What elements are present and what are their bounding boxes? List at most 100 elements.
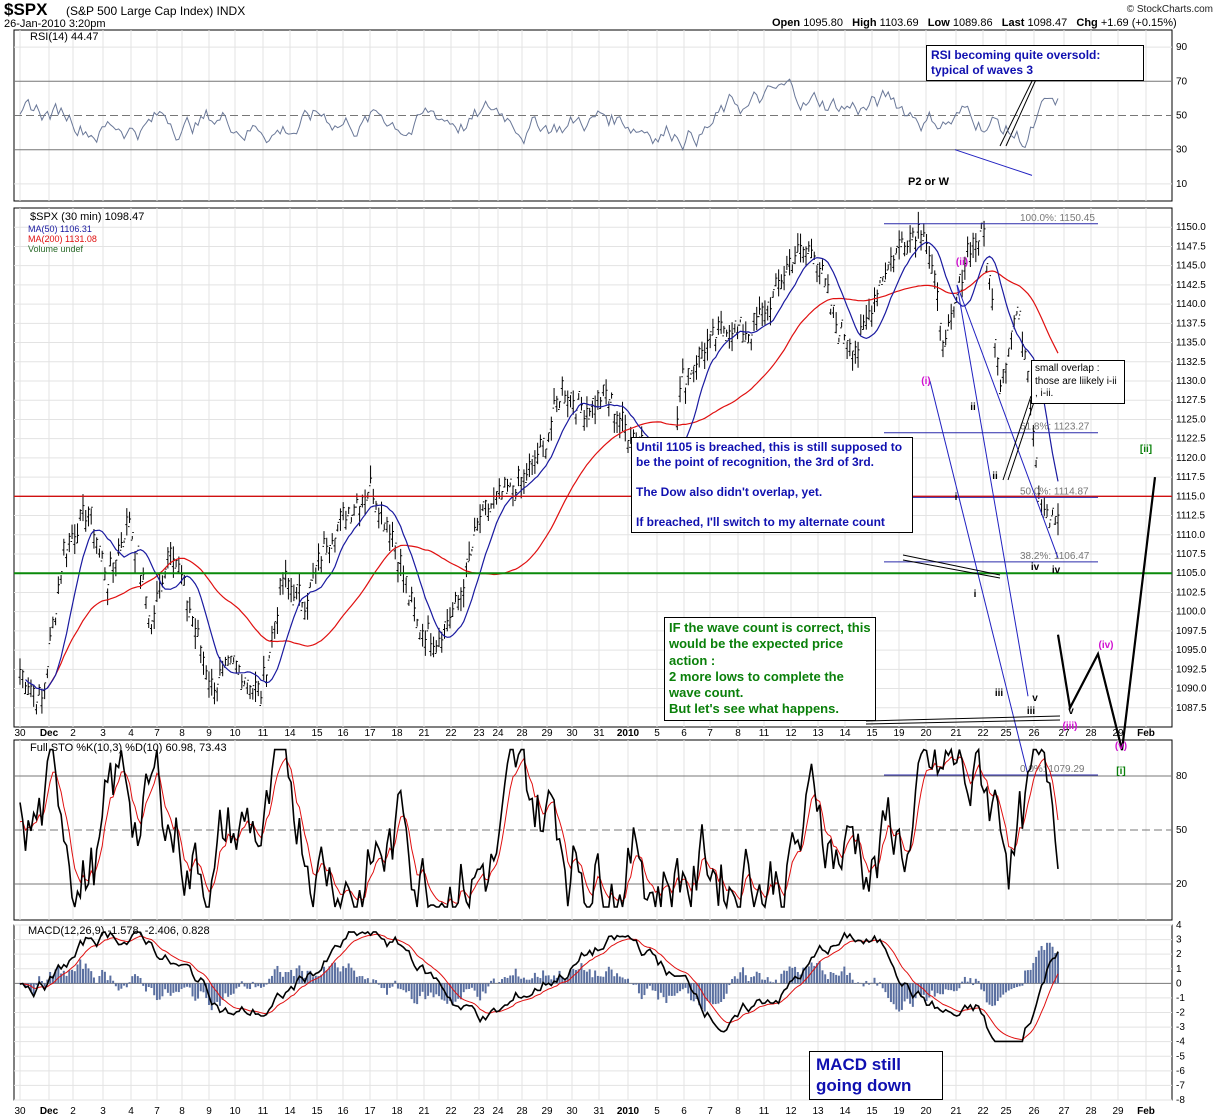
x-tick-label-top: 21 [950, 728, 962, 739]
x-tick-label-bottom: 20 [920, 1106, 932, 1117]
x-tick-label-top: 12 [785, 728, 797, 739]
price-bar [757, 296, 761, 318]
price-bar [727, 324, 731, 349]
price-bar [771, 289, 775, 298]
sto-d-line [19, 756, 1059, 905]
rsi-note-pointer-b [1005, 74, 1039, 147]
price-bar [853, 340, 857, 364]
price-axis-tick-label: 1130.0 [1176, 376, 1206, 387]
price-bar [229, 655, 233, 665]
volume-legend: Volume undef [28, 244, 84, 254]
price-bar [831, 304, 835, 319]
price-bar [196, 619, 200, 638]
price-bar [946, 314, 950, 331]
price-bar [125, 508, 129, 536]
chart-description: (S&P 500 Large Cap Index) INDX [66, 4, 246, 18]
price-bar [829, 304, 833, 315]
x-tick-label-top: 24 [492, 728, 504, 739]
x-tick-label-bottom: 17 [364, 1106, 376, 1117]
price-bar [1018, 310, 1022, 320]
price-bar [451, 602, 455, 618]
rsi-axis-tick-label: 70 [1176, 76, 1188, 87]
price-bar [333, 537, 337, 553]
price-bar [590, 398, 594, 418]
price-bar [100, 550, 104, 562]
price-axis-tick-label: 1147.5 [1176, 241, 1206, 252]
price-bar [212, 682, 216, 705]
price-bar [478, 504, 482, 534]
high-value: 1103.69 [879, 17, 919, 29]
x-tick-label-top: 14 [839, 728, 851, 739]
price-bar [925, 234, 929, 255]
price-bar [804, 246, 808, 267]
price-bar [275, 607, 279, 634]
x-tick-label-top: 2010 [617, 728, 640, 739]
price-bar [81, 494, 85, 522]
price-bar [108, 551, 112, 567]
channel-lower [929, 380, 1029, 776]
price-bar [689, 370, 693, 379]
overlap-pointer-a [1002, 395, 1032, 481]
price-bar [336, 521, 340, 532]
price-bar [900, 231, 904, 248]
open-label: Open [772, 17, 801, 29]
wave-label: (ii) [956, 257, 968, 268]
price-bar [300, 602, 304, 611]
price-bar [856, 341, 860, 368]
price-axis-tick-label: 1102.5 [1176, 587, 1206, 598]
price-axis-tick-label: 1092.5 [1176, 664, 1207, 675]
price-bar [251, 685, 255, 700]
price-axis-tick-label: 1142.5 [1176, 280, 1206, 291]
wave-label: iv [1031, 562, 1040, 573]
price-bar [516, 465, 520, 487]
x-tick-label-bottom: 13 [812, 1106, 824, 1117]
price-bar [711, 318, 715, 336]
x-tick-label-top: Feb [1137, 728, 1155, 739]
price-bar [423, 630, 427, 656]
price-bars [18, 211, 1060, 715]
price-bar [719, 310, 723, 334]
price-bar [1015, 306, 1019, 316]
price-bar [325, 537, 329, 555]
price-bar [426, 615, 430, 632]
price-bar [944, 329, 948, 347]
price-bar [519, 476, 523, 499]
ma50-legend: MA(50) 1106.31 [28, 224, 92, 234]
price-bar [1004, 362, 1008, 384]
x-tick-label-bottom: 19 [893, 1106, 905, 1117]
price-bar [834, 312, 838, 334]
x-tick-label-bottom: 8 [735, 1106, 741, 1117]
price-title: $SPX (30 min) 1098.47 [30, 211, 144, 223]
x-tick-label-bottom: 2010 [617, 1106, 640, 1117]
price-bar [295, 584, 299, 600]
price-bar [555, 395, 559, 413]
price-bar [327, 544, 331, 564]
price-bar [473, 517, 477, 536]
price-bar [273, 621, 277, 639]
price-bar [842, 334, 846, 344]
wave-label: v [1068, 706, 1074, 717]
price-bar [1007, 347, 1011, 357]
price-bar [785, 255, 789, 273]
price-bar [210, 668, 214, 696]
x-tick-label-top: 28 [1085, 728, 1097, 739]
price-bar [429, 633, 433, 657]
x-tick-label-bottom: 6 [681, 1106, 687, 1117]
macd-line [19, 930, 1059, 1043]
wave-label: ii [992, 471, 998, 482]
price-bar [949, 303, 953, 330]
price-axis-tick-label: 1100.0 [1176, 607, 1206, 618]
overlap-pointer-b [1007, 395, 1037, 481]
overlap-annotation: small overlap : those are liikely i-ii ,… [1031, 360, 1125, 404]
price-bar [382, 522, 386, 532]
x-tick-label-bottom: 24 [492, 1106, 504, 1117]
x-tick-label-bottom: 15 [866, 1106, 878, 1117]
last-label: Last [1001, 17, 1025, 29]
price-bar [777, 269, 781, 297]
price-bar [347, 506, 351, 517]
x-tick-label-top: 14 [284, 728, 296, 739]
price-bar [870, 305, 874, 327]
price-bar [1048, 519, 1052, 529]
price-bar [188, 597, 192, 618]
chg-label: Chg [1076, 17, 1098, 29]
